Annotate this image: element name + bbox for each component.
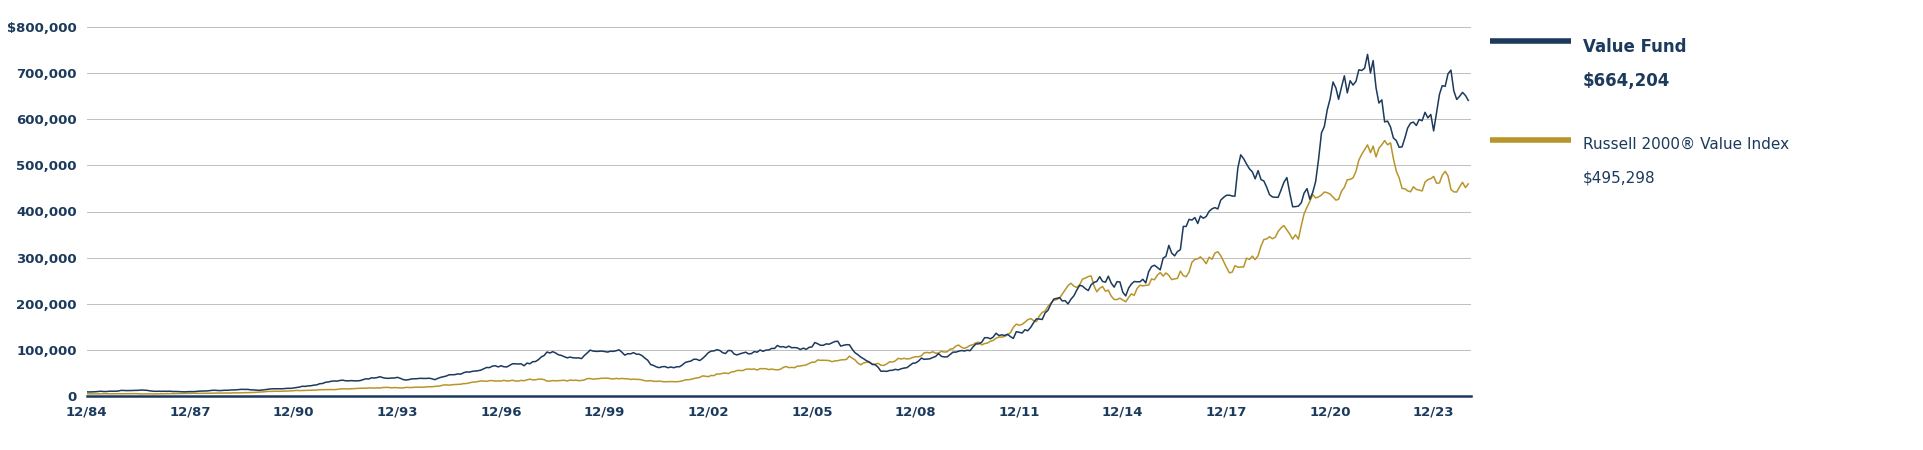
Text: Value Fund: Value Fund (1583, 38, 1686, 56)
Text: $495,298: $495,298 (1583, 171, 1656, 186)
Text: Russell 2000® Value Index: Russell 2000® Value Index (1583, 137, 1788, 152)
Text: $664,204: $664,204 (1583, 72, 1669, 90)
